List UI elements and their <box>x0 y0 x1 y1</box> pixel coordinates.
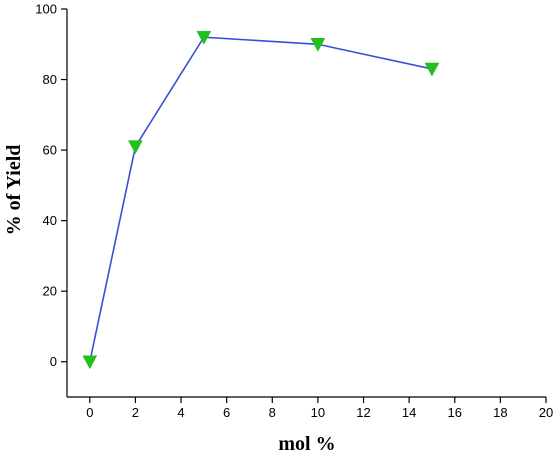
y-tick-label: 100 <box>35 2 57 17</box>
data-point-marker <box>128 140 143 155</box>
x-tick-label: 20 <box>539 405 553 420</box>
y-tick-label: 20 <box>43 284 57 299</box>
x-ticks: 0 2 4 6 8 10 12 14 16 18 20 <box>86 397 553 420</box>
y-tick-label: 60 <box>43 143 57 158</box>
x-tick-label: 10 <box>311 405 325 420</box>
y-ticks: 0 20 40 60 80 100 <box>35 2 67 369</box>
x-tick-label: 18 <box>493 405 507 420</box>
y-tick-label: 80 <box>43 72 57 87</box>
x-tick-label: 16 <box>448 405 462 420</box>
axes <box>66 9 546 398</box>
x-tick-label: 6 <box>223 405 230 420</box>
y-axis-title: % of Yield <box>3 145 25 236</box>
x-tick-label: 12 <box>356 405 370 420</box>
x-tick-label: 0 <box>86 405 93 420</box>
data-point-marker <box>424 62 440 77</box>
x-tick-label: 2 <box>132 405 139 420</box>
data-point-marker <box>196 30 212 45</box>
y-tick-label: 40 <box>43 213 57 228</box>
series-layer <box>82 30 440 370</box>
x-tick-label: 4 <box>177 405 184 420</box>
x-tick-label: 14 <box>402 405 416 420</box>
x-tick-label: 8 <box>269 405 276 420</box>
y-tick-label: 0 <box>50 354 57 369</box>
x-axis-title: mol % <box>278 433 335 455</box>
series-line <box>89 36 433 362</box>
data-point-marker <box>82 355 98 370</box>
data-point-marker <box>310 38 326 52</box>
